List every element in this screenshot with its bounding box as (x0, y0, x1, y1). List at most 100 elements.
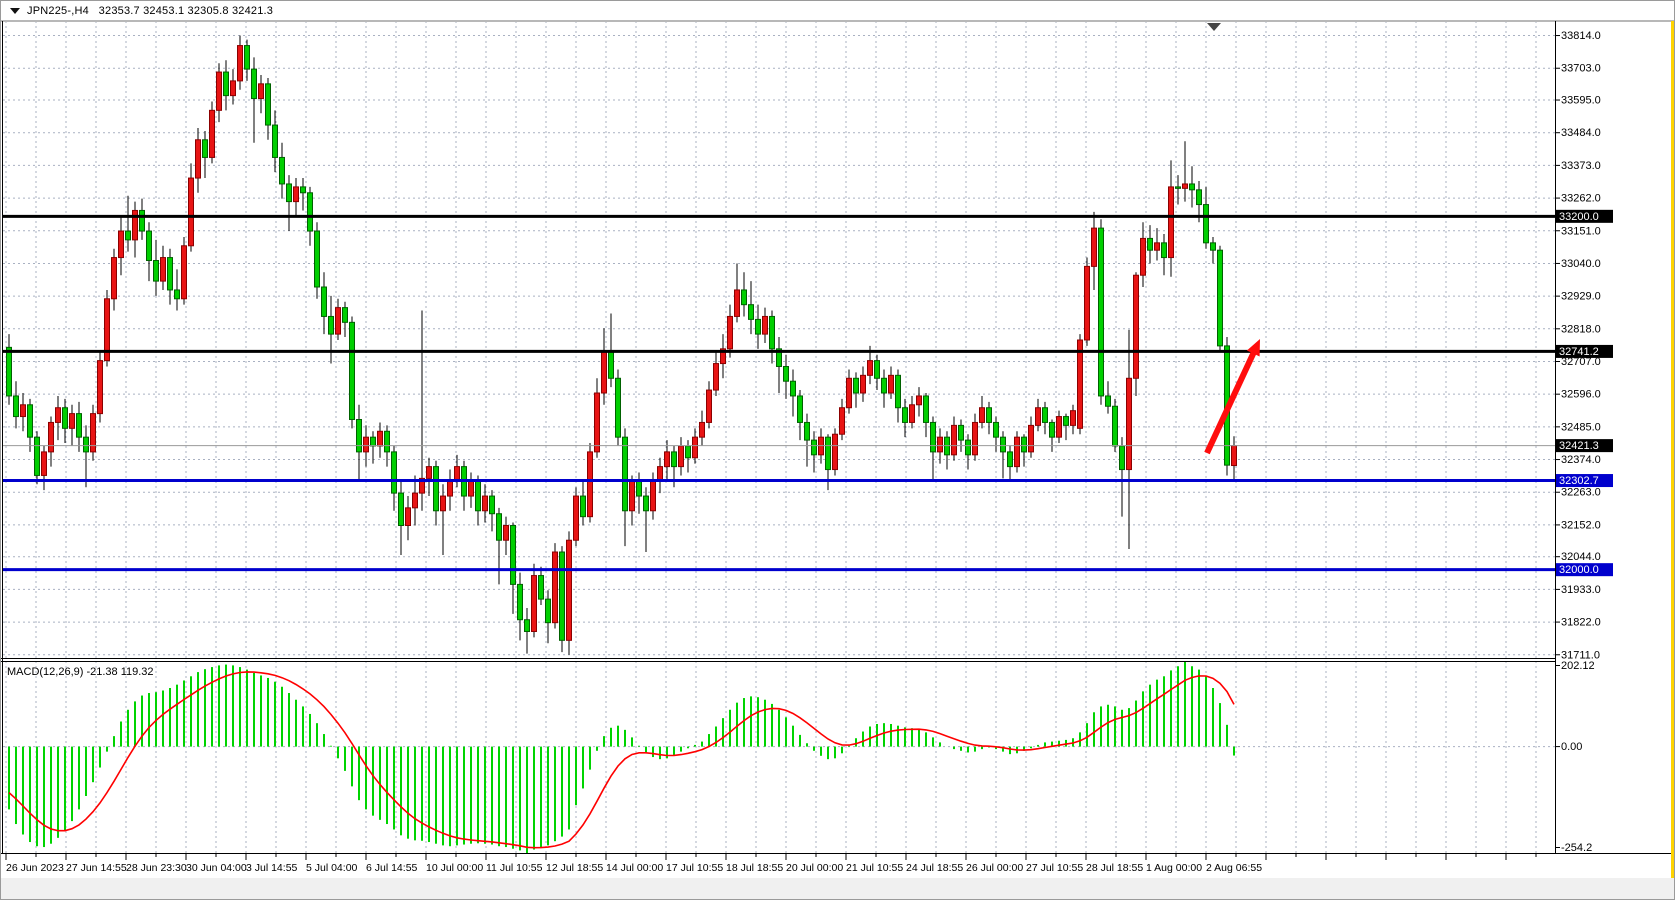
macd-tick-label: 0.00 (1561, 741, 1582, 753)
candle (839, 398, 845, 441)
candle (1084, 257, 1090, 346)
candle (342, 301, 348, 338)
chart-shift-marker-icon[interactable] (1207, 23, 1221, 31)
time-tick-label: 28 Jul 18:55 (1086, 862, 1143, 874)
candle (797, 390, 803, 441)
time-tick-label: 27 Jul 10:55 (1026, 862, 1083, 874)
candle (909, 395, 915, 429)
candle (622, 428, 628, 547)
price-tick-label: 33814.0 (1561, 30, 1601, 42)
candle (531, 563, 537, 638)
candle (146, 222, 152, 282)
candle (1014, 431, 1020, 473)
candle (244, 39, 250, 81)
time-tick-label: 21 Jul 10:55 (846, 862, 903, 874)
candle (916, 387, 922, 417)
candle (300, 178, 306, 211)
candle (972, 413, 978, 461)
candle (587, 443, 593, 523)
time-axis[interactable]: 26 Jun 2023 27 Jun 14:55 28 Jun 23:30 30 Ju… (5, 854, 1537, 874)
candle (699, 410, 705, 446)
candle (1175, 175, 1181, 205)
candle (1021, 434, 1027, 467)
candle (755, 304, 761, 349)
price-tick-label: 33484.0 (1561, 127, 1601, 139)
candle (615, 369, 621, 446)
time-tick-label: 26 Jun 2023 (6, 862, 64, 874)
candle (958, 419, 964, 452)
price-level-label: 32741.2 (1559, 346, 1599, 358)
candle (748, 281, 754, 335)
candle (41, 446, 47, 491)
time-tick-label: 18 Jul 18:55 (726, 862, 783, 874)
candle (1049, 419, 1055, 452)
candles-layer (6, 35, 1237, 655)
candle (1091, 211, 1097, 290)
candle (1189, 166, 1195, 208)
price-level-label: 32421.3 (1559, 440, 1599, 452)
time-tick-label: 17 Jul 10:55 (666, 862, 723, 874)
candle (482, 484, 488, 523)
candle (594, 378, 600, 458)
candle (223, 60, 229, 111)
candle (202, 130, 208, 179)
candle (727, 304, 733, 358)
candle (713, 351, 719, 396)
candle (1182, 141, 1188, 202)
candle (552, 543, 558, 629)
candle (55, 395, 61, 441)
candle (1042, 401, 1048, 435)
time-tick-label: 12 Jul 18:55 (546, 862, 603, 874)
candle (83, 425, 89, 488)
candle (6, 334, 12, 405)
time-tick-label: 20 Jul 00:00 (786, 862, 843, 874)
candle (230, 69, 236, 105)
candle (1126, 329, 1132, 550)
candle (440, 484, 446, 555)
price-tick-label: 33151.0 (1561, 225, 1601, 237)
candle (349, 316, 355, 429)
trend-arrow-annotation[interactable] (1204, 339, 1260, 455)
candle (356, 404, 362, 482)
time-tick-label: 5 Jul 04:00 (306, 862, 358, 874)
price-tick-label: 32818.0 (1561, 323, 1601, 335)
candle (790, 369, 796, 417)
candle (314, 222, 320, 299)
candle (69, 404, 75, 446)
candle (832, 428, 838, 476)
candle (335, 298, 341, 340)
chart-title-bar: JPN225-,H4 32353.7 32453.1 32305.8 32421… (1, 1, 1674, 21)
candle (237, 35, 243, 90)
chart-title-ohlc: JPN225-,H4 32353.7 32453.1 32305.8 32421… (27, 4, 274, 17)
candle (286, 175, 292, 232)
candle (265, 77, 271, 140)
candle (741, 272, 747, 317)
macd-histogram (8, 662, 1235, 853)
candle (48, 416, 54, 467)
symbol-dropdown-icon[interactable] (10, 7, 20, 14)
time-tick-label: 1 Aug 00:00 (1146, 862, 1202, 874)
macd-tick-label: 202.12 (1561, 660, 1595, 672)
candle (804, 413, 810, 467)
candle (419, 310, 425, 511)
candle (846, 369, 852, 414)
macd-tick-label: -254.2 (1561, 842, 1592, 854)
candle (1154, 228, 1160, 261)
price-chart-svg[interactable]: MACD(12,26,9) -21.38 119.32 33814.0 33703.… (1, 21, 1675, 878)
price-axis[interactable]: 33814.0 33703.0 33595.0 33484.0 33373.0 33262… (1556, 30, 1613, 854)
candle (895, 369, 901, 423)
candle (979, 395, 985, 429)
chart-area[interactable]: MACD(12,26,9) -21.38 119.32 33814.0 33703.… (1, 21, 1675, 878)
candle (524, 607, 530, 654)
price-tick-label: 33262.0 (1561, 193, 1601, 205)
candle (279, 142, 285, 199)
candle (62, 398, 68, 444)
candle (405, 496, 411, 541)
candle (167, 248, 173, 305)
candle (811, 431, 817, 473)
candle (1140, 222, 1146, 287)
candle (125, 195, 131, 252)
candle (888, 366, 894, 399)
time-tick-label: 30 Jun 04:00 (186, 862, 247, 874)
